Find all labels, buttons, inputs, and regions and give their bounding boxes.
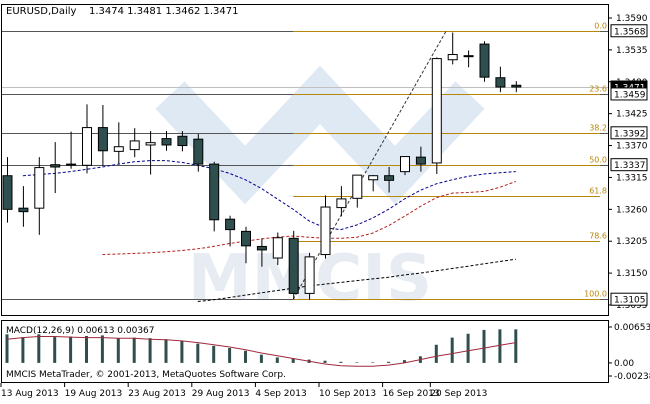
date-axis-label: 4 Sep 2013 — [255, 389, 306, 399]
date-axis-label: 19 Aug 2013 — [65, 389, 123, 399]
moving-average-fast-line — [22, 160, 516, 231]
fibonacci-level-label: 38.2 — [589, 124, 607, 133]
fibonacci-level-label: 23.6 — [589, 85, 607, 94]
moving-average-slow-line — [197, 258, 516, 302]
date-axis-label: 16 Sep 2013 — [383, 389, 440, 399]
candle-bullish[interactable] — [145, 142, 156, 146]
candle-bearish[interactable] — [225, 218, 236, 231]
copyright-label: MMCIS MetaTrader, © 2001-2013, MetaQuote… — [6, 370, 286, 380]
moving-average-mid-line — [102, 181, 516, 256]
candle-bullish[interactable] — [368, 175, 379, 181]
price-tag-text: 1.3459 — [614, 90, 646, 100]
macd-pane-frame — [1, 320, 609, 383]
candle-bullish[interactable] — [66, 163, 77, 166]
candle-bullish[interactable] — [336, 198, 347, 209]
fibonacci-level-label: 78.6 — [589, 232, 607, 241]
level-price-tag — [610, 24, 648, 38]
price-axis-label: 1.3535 — [616, 46, 648, 56]
candle-bullish[interactable] — [82, 127, 92, 166]
candle-bearish[interactable] — [511, 84, 522, 88]
candle-bearish[interactable] — [415, 156, 426, 165]
price-axis-label: 1.3260 — [616, 205, 648, 215]
candle-bullish[interactable] — [113, 146, 124, 152]
candle-bearish[interactable] — [479, 43, 490, 78]
date-axis-label: 20 Sep 2013 — [430, 389, 487, 399]
level-price-tag — [610, 87, 648, 101]
candle-bullish[interactable] — [304, 256, 315, 294]
fibonacci-trendline — [292, 30, 447, 300]
candle-bearish[interactable] — [241, 230, 251, 247]
fibonacci-level-label: 50.0 — [589, 156, 607, 165]
price-tag-text: 1.3337 — [614, 161, 646, 171]
date-axis-label: 23 Aug 2013 — [128, 389, 186, 399]
macd-axis-label: 0.00 — [614, 359, 634, 369]
price-tag-text: 1.3105 — [614, 296, 646, 306]
price-tag-text: 1.3568 — [614, 27, 646, 37]
fibonacci-level-label: 61.8 — [589, 187, 607, 196]
candle-bearish[interactable] — [495, 77, 506, 88]
candle-bullish[interactable] — [400, 156, 410, 173]
candle-bullish[interactable] — [272, 237, 283, 259]
macd-signal-line — [6, 336, 516, 367]
symbol-label: EURUSD,Daily — [6, 6, 77, 17]
price-axis-label: 1.3425 — [616, 110, 648, 120]
level-price-tag — [610, 292, 648, 306]
candle-bullish[interactable] — [320, 206, 331, 256]
ohlc-label: 1.3474 1.3481 1.3462 1.3471 — [89, 6, 239, 17]
macd-indicator-label: MACD(12,26,9) 0.00613 0.00367 — [6, 326, 155, 336]
candle-bearish[interactable] — [50, 164, 61, 168]
price-tag-text: 1.3392 — [614, 129, 646, 139]
candle-bullish[interactable] — [463, 55, 474, 58]
fibonacci-level-label: 0.0 — [594, 22, 607, 31]
level-price-tag — [610, 126, 648, 140]
candle-bearish[interactable] — [18, 207, 29, 213]
candle-bearish[interactable] — [209, 163, 220, 221]
candle-bearish[interactable] — [2, 175, 13, 210]
candle-bullish[interactable] — [352, 174, 363, 199]
candle-bearish[interactable] — [384, 175, 395, 181]
price-axis-label: 1.3370 — [616, 142, 648, 152]
price-axis-label: 1.3095 — [616, 301, 648, 311]
candle-bearish[interactable] — [161, 138, 172, 146]
candle-bearish[interactable] — [97, 127, 108, 152]
date-axis-label: 13 Aug 2013 — [1, 389, 59, 399]
price-axis-label: 1.3315 — [616, 173, 648, 183]
fibonacci-level-label: 100.0 — [584, 290, 607, 299]
price-axis-label: 1.3150 — [616, 269, 648, 279]
candle-bullish[interactable] — [431, 58, 442, 164]
candle-bearish[interactable] — [288, 237, 299, 294]
date-axis-label: 29 Aug 2013 — [192, 389, 250, 399]
candle-bearish[interactable] — [256, 245, 267, 251]
candle-bearish[interactable] — [193, 138, 204, 165]
candle-bearish[interactable] — [177, 135, 188, 147]
price-pane-frame — [1, 4, 609, 316]
macd-axis-label: -0.00238 — [614, 372, 650, 382]
price-axis-label: 1.3590 — [616, 14, 648, 24]
candle-bullish[interactable] — [34, 167, 45, 209]
price-axis-label: 1.3205 — [616, 237, 648, 247]
candle-bullish[interactable] — [129, 140, 140, 151]
date-axis-label: 10 Sep 2013 — [319, 389, 376, 399]
level-price-tag — [610, 158, 648, 172]
macd-axis-label: 0.00653 — [614, 323, 650, 333]
candle-bullish[interactable] — [447, 54, 458, 61]
